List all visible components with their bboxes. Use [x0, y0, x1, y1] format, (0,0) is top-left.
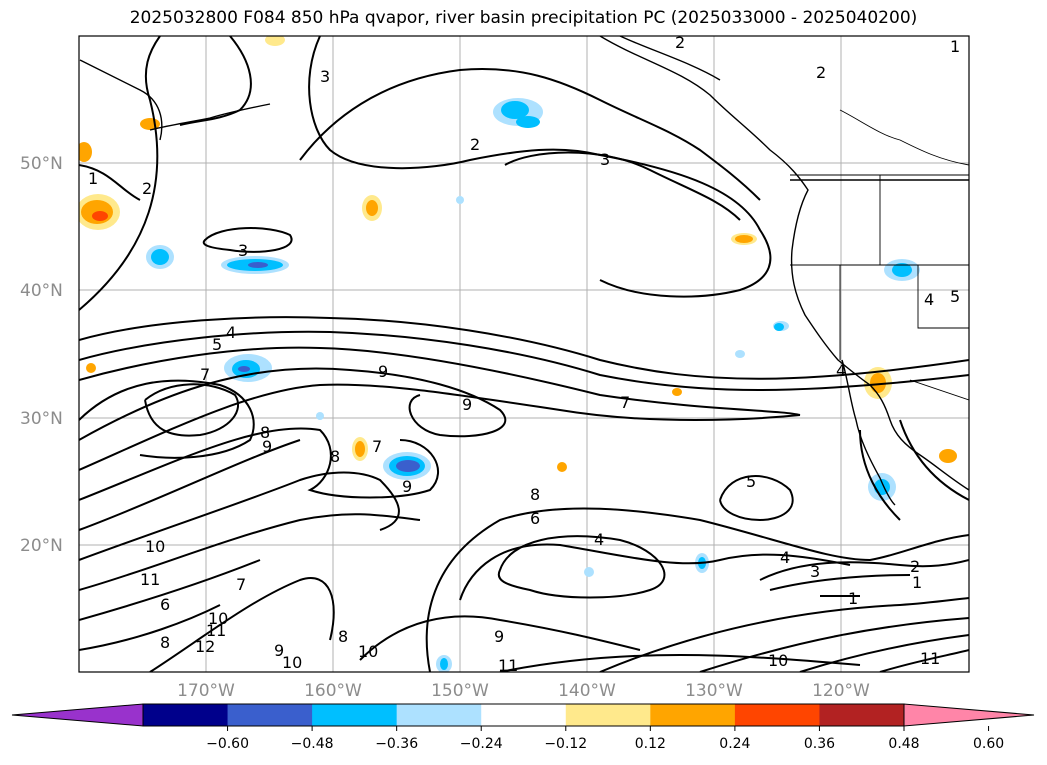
contour-label: 11 — [498, 656, 518, 675]
contour-label: 2 — [470, 135, 480, 154]
contour-label: 10 — [768, 651, 788, 670]
contour-label: 4 — [780, 548, 790, 567]
lon-label: 120°W — [812, 681, 870, 701]
contour-label: 11 — [140, 570, 160, 589]
colorbar-bin — [734, 704, 820, 726]
colorbar-tick-label: 0.24 — [719, 736, 750, 752]
contour-label: 4 — [924, 290, 934, 309]
contour-label: 11 — [206, 621, 226, 640]
colorbar-tick-label: 0.12 — [635, 736, 666, 752]
contour-label: 5 — [212, 335, 222, 354]
contour-label: 2 — [816, 63, 826, 82]
lon-label: 160°W — [304, 681, 362, 701]
colorbar-bin — [481, 704, 567, 726]
colorbar-bin — [312, 704, 398, 726]
lon-label: 150°W — [431, 681, 489, 701]
contour-label: 2 — [675, 33, 685, 52]
contour-label: 9 — [494, 627, 504, 646]
colorbar-bin — [819, 704, 905, 726]
contour-label: 2 — [142, 179, 152, 198]
map-title: 2025032800 F084 850 hPa qvapor, river ba… — [129, 8, 918, 28]
colorbar-extend-min — [11, 703, 144, 727]
contour-label: 3 — [320, 67, 330, 86]
colorbar-frame — [142, 703, 905, 727]
contour-label: 3 — [810, 562, 820, 581]
colorbar-bin — [396, 704, 482, 726]
lat-label: 50°N — [20, 154, 63, 174]
contour-label: 3 — [600, 150, 610, 169]
contour-label: 4 — [836, 361, 846, 380]
contour-label: 7 — [236, 575, 246, 594]
colorbar-tick-label: −0.36 — [375, 736, 418, 752]
contour-label: 1 — [912, 573, 922, 592]
contour-label: 3 — [238, 241, 248, 260]
colorbar: −0.60 −0.48 −0.36 −0.24 −0.12 0.12 0.24 0.36 0.4… — [11, 703, 1035, 752]
lon-label: 140°W — [558, 681, 616, 701]
contour-label: 1 — [848, 589, 858, 608]
colorbar-tick-label: 0.36 — [804, 736, 835, 752]
contour-label: 5 — [746, 472, 756, 491]
colorbar-tick-label: −0.12 — [544, 736, 587, 752]
colorbar-bin — [565, 704, 651, 726]
colorbar-bin — [143, 704, 229, 726]
contour-label: 8 — [530, 485, 540, 504]
lat-axis: 50°N 40°N 30°N 20°N — [20, 154, 63, 556]
contour-labels: 3 2 3 2 2 1 1 2 3 4 5 7 9 9 7 8 9 8 7 9 … — [88, 33, 960, 675]
lon-axis: 170°W 160°W 150°W 140°W 130°W 120°W — [177, 681, 870, 701]
colorbar-bin — [650, 704, 736, 726]
contour-label: 8 — [330, 447, 340, 466]
contour-label: 9 — [462, 395, 472, 414]
contour-label: 12 — [195, 637, 215, 656]
lat-label: 40°N — [20, 281, 63, 301]
lat-label: 30°N — [20, 409, 63, 429]
coastlines — [79, 36, 969, 506]
colorbar-extend-max — [903, 703, 1035, 727]
contour-label: 9 — [402, 477, 412, 496]
contour-label: 6 — [530, 509, 540, 528]
contour-label: 10 — [208, 609, 228, 628]
colorbar-tick-label: 0.48 — [888, 736, 919, 752]
contour-label: 1 — [88, 169, 98, 188]
colorbar-tick-label: −0.48 — [291, 736, 334, 752]
map-frame — [78, 35, 970, 673]
contour-label: 8 — [260, 423, 270, 442]
contour-label: 10 — [282, 653, 302, 672]
contour-label: 10 — [358, 642, 378, 661]
contour-label: 7 — [372, 437, 382, 456]
contour-label: 10 — [145, 537, 165, 556]
contour-label: 1 — [950, 37, 960, 56]
lat-label: 20°N — [20, 536, 63, 556]
map-area: 3 2 3 2 2 1 1 2 3 4 5 7 9 9 7 8 9 8 7 9 … — [79, 33, 969, 675]
colorbar-tick-label: −0.24 — [460, 736, 503, 752]
contour-label: 9 — [274, 641, 284, 660]
colorbar-tick-label: −0.60 — [206, 736, 249, 752]
contour-label: 9 — [262, 437, 272, 456]
contour-label: 8 — [160, 633, 170, 652]
lon-label: 170°W — [177, 681, 235, 701]
contour-label: 5 — [950, 287, 960, 306]
contour-label: 7 — [200, 365, 210, 384]
contour-label: 9 — [378, 362, 388, 381]
colorbar-tick-label: 0.60 — [973, 736, 1004, 752]
gridlines — [79, 36, 969, 672]
qvapor-contours — [79, 36, 969, 672]
contour-label: 4 — [594, 530, 604, 549]
contour-label: 8 — [338, 627, 348, 646]
lon-label: 130°W — [685, 681, 743, 701]
contour-label: 2 — [910, 557, 920, 576]
contour-label: 4 — [226, 323, 236, 342]
colorbar-bin — [227, 704, 313, 726]
contour-label: 11 — [920, 649, 940, 668]
contour-label: 6 — [160, 595, 170, 614]
contour-label: 7 — [620, 393, 630, 412]
